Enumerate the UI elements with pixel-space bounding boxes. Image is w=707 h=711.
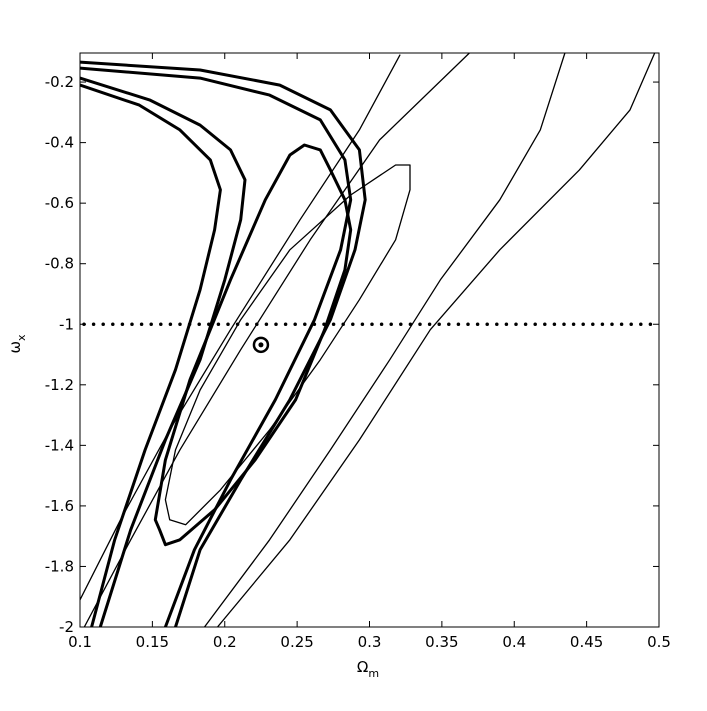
- contour-line: [83, 53, 471, 627]
- x-label-symbol: Ω: [357, 658, 368, 676]
- y-tick-label: -0.6: [45, 194, 74, 212]
- contour-line: [153, 143, 353, 547]
- contour-line: [80, 60, 367, 627]
- y-label-symbol: ω: [6, 341, 24, 354]
- contour-line: [80, 76, 247, 627]
- x-tick-label: 0.4: [502, 633, 526, 651]
- x-tick-label: 0.1: [68, 633, 92, 651]
- x-tick-label: 0.35: [425, 633, 458, 651]
- x-label-subscript: m: [368, 667, 379, 680]
- y-tick-label: -1.4: [45, 436, 74, 454]
- y-tick-label: -1.8: [45, 557, 74, 575]
- y-tick-label: -1.6: [45, 497, 74, 515]
- y-tick-label: -1.2: [45, 376, 74, 394]
- contour-line: [80, 54, 401, 601]
- contour-line: [80, 66, 353, 627]
- best-fit-ring: [252, 336, 270, 354]
- contour-line: [80, 83, 222, 627]
- best-fit-dot: [258, 342, 264, 348]
- x-axis-label: Ωm: [357, 658, 379, 680]
- x-tick-label: 0.25: [280, 633, 313, 651]
- y-axis-label: ωx: [6, 334, 28, 354]
- contour-line: [216, 53, 656, 627]
- contour-line: [164, 164, 411, 526]
- x-tick-label: 0.45: [570, 633, 603, 651]
- y-tick-label: -1: [59, 315, 74, 333]
- x-tick-label: 0.15: [136, 633, 169, 651]
- contour-line: [203, 53, 566, 627]
- y-label-subscript: x: [15, 334, 28, 341]
- y-tick-label: -2: [59, 618, 74, 636]
- x-tick-label: 0.3: [358, 633, 382, 651]
- y-tick-label: -0.8: [45, 255, 74, 273]
- x-tick-label: 0.2: [213, 633, 237, 651]
- y-tick-label: -0.4: [45, 134, 74, 152]
- y-tick-label: -0.2: [45, 73, 74, 91]
- x-tick-label: 0.5: [647, 633, 671, 651]
- plot-frame: [79, 52, 660, 628]
